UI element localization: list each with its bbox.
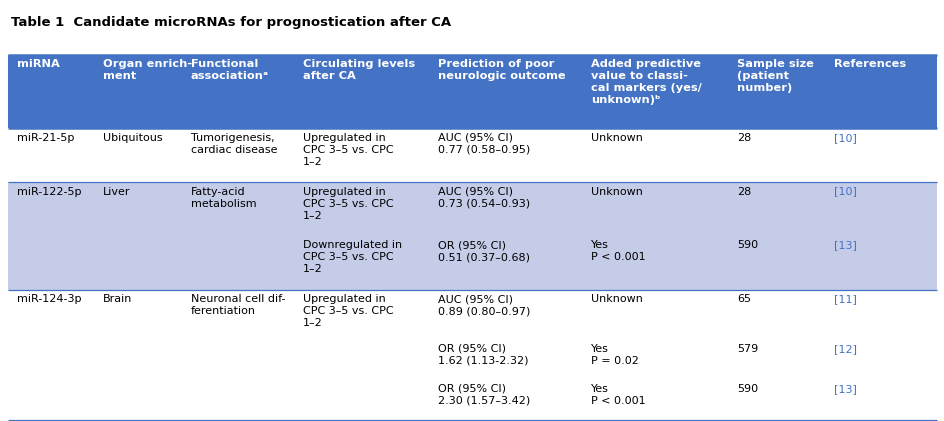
- Text: miR-124-3p: miR-124-3p: [17, 294, 81, 304]
- Text: Unknown: Unknown: [591, 133, 643, 143]
- Text: [10]: [10]: [834, 187, 857, 197]
- Bar: [8, 236, 937, 290]
- Text: AUC (95% CI)
0.77 (0.58–0.95): AUC (95% CI) 0.77 (0.58–0.95): [438, 133, 531, 155]
- Text: Brain: Brain: [103, 294, 132, 304]
- Text: miR-21-5p: miR-21-5p: [17, 133, 75, 143]
- Text: 579: 579: [737, 344, 759, 354]
- Text: Organ enrich-
ment: Organ enrich- ment: [103, 59, 192, 81]
- Text: [13]: [13]: [834, 240, 857, 250]
- Text: Fatty-acid
metabolism: Fatty-acid metabolism: [191, 187, 257, 208]
- Text: Table 1  Candidate microRNAs for prognostication after CA: Table 1 Candidate microRNAs for prognost…: [11, 16, 451, 29]
- Text: Circulating levels
after CA: Circulating levels after CA: [303, 59, 415, 81]
- Bar: [8, 55, 937, 128]
- Text: Functional
associationᵃ: Functional associationᵃ: [191, 59, 269, 81]
- Text: Upregulated in
CPC 3–5 vs. CPC
1–2: Upregulated in CPC 3–5 vs. CPC 1–2: [303, 187, 394, 221]
- Text: Neuronal cell dif-
ferentiation: Neuronal cell dif- ferentiation: [191, 294, 285, 316]
- Text: 28: 28: [737, 133, 751, 143]
- Bar: [8, 340, 937, 380]
- Text: 28: 28: [737, 187, 751, 197]
- Text: 590: 590: [737, 240, 758, 250]
- Text: Liver: Liver: [103, 187, 130, 197]
- Text: Prediction of poor
neurologic outcome: Prediction of poor neurologic outcome: [438, 59, 565, 81]
- Text: Downregulated in
CPC 3–5 vs. CPC
1–2: Downregulated in CPC 3–5 vs. CPC 1–2: [303, 240, 402, 274]
- Text: AUC (95% CI)
0.73 (0.54–0.93): AUC (95% CI) 0.73 (0.54–0.93): [438, 187, 531, 208]
- Text: Yes
P < 0.001: Yes P < 0.001: [591, 240, 646, 262]
- Text: Upregulated in
CPC 3–5 vs. CPC
1–2: Upregulated in CPC 3–5 vs. CPC 1–2: [303, 133, 394, 167]
- Text: 65: 65: [737, 294, 751, 304]
- Text: [10]: [10]: [834, 133, 857, 143]
- Text: Yes
P = 0.02: Yes P = 0.02: [591, 344, 639, 366]
- Text: Upregulated in
CPC 3–5 vs. CPC
1–2: Upregulated in CPC 3–5 vs. CPC 1–2: [303, 294, 394, 328]
- Text: AUC (95% CI)
0.89 (0.80–0.97): AUC (95% CI) 0.89 (0.80–0.97): [438, 294, 531, 316]
- Text: References: References: [834, 59, 906, 69]
- Text: Yes
P < 0.001: Yes P < 0.001: [591, 384, 646, 406]
- Text: Added predictive
value to classi-
cal markers (yes/
unknown)ᵇ: Added predictive value to classi- cal ma…: [591, 59, 701, 105]
- Text: miR-122-5p: miR-122-5p: [17, 187, 81, 197]
- Text: Sample size
(patient
number): Sample size (patient number): [737, 59, 814, 93]
- Text: 590: 590: [737, 384, 758, 394]
- Text: Unknown: Unknown: [591, 294, 643, 304]
- Text: Ubiquitous: Ubiquitous: [103, 133, 162, 143]
- Text: [11]: [11]: [834, 294, 857, 304]
- Text: Tumorigenesis,
cardiac disease: Tumorigenesis, cardiac disease: [191, 133, 278, 155]
- Text: OR (95% CI)
0.51 (0.37–0.68): OR (95% CI) 0.51 (0.37–0.68): [438, 240, 530, 262]
- Bar: [8, 290, 937, 340]
- Text: miRNA: miRNA: [17, 59, 59, 69]
- Text: OR (95% CI)
1.62 (1.13-2.32): OR (95% CI) 1.62 (1.13-2.32): [438, 344, 529, 366]
- Text: OR (95% CI)
2.30 (1.57–3.42): OR (95% CI) 2.30 (1.57–3.42): [438, 384, 531, 406]
- Bar: [8, 128, 937, 182]
- Bar: [8, 182, 937, 236]
- Bar: [8, 380, 937, 420]
- Text: [12]: [12]: [834, 344, 857, 354]
- Text: [13]: [13]: [834, 384, 857, 394]
- Text: Unknown: Unknown: [591, 187, 643, 197]
